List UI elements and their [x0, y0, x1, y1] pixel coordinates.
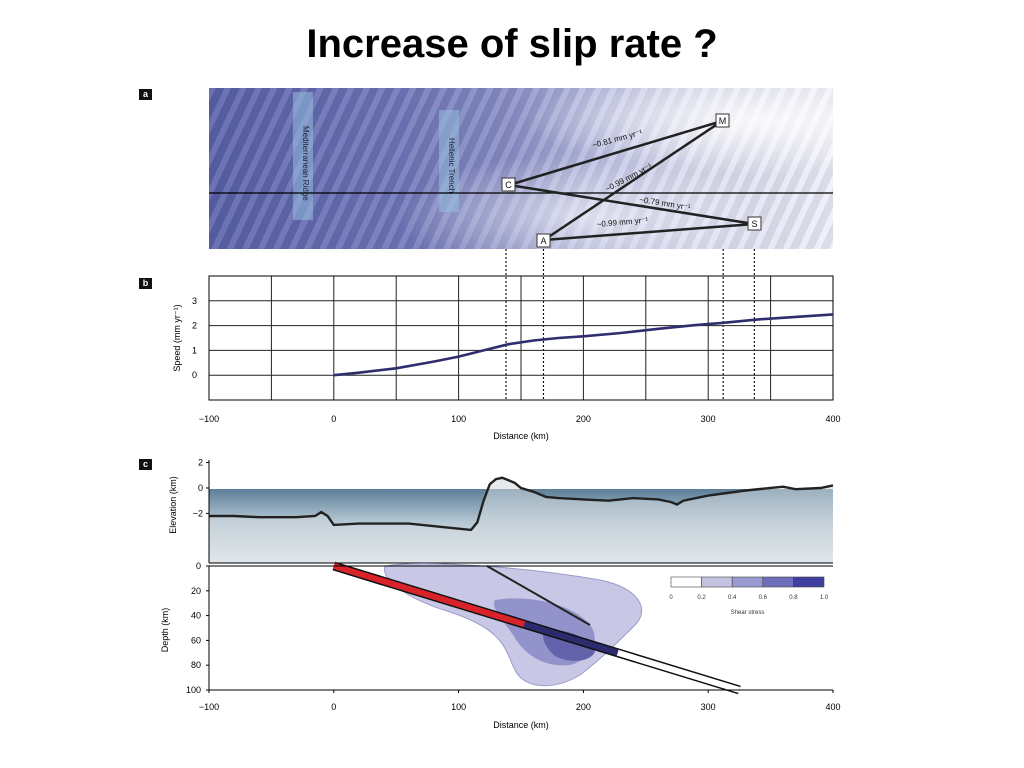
fault-segment-creeping	[616, 649, 741, 693]
legend-swatch	[762, 576, 794, 588]
map-panel: Mediterranean Ridge Hellenic Trench ~0.8…	[209, 88, 833, 249]
legend-tick-label: 0.4	[728, 595, 737, 601]
legend-tick-label: 1.0	[820, 595, 829, 601]
baseline-a-s	[543, 222, 755, 242]
panel-b-tag: b	[139, 278, 152, 289]
speed-grid	[208, 275, 834, 401]
speed-y-tick-label: 3	[192, 296, 197, 306]
sea-fill	[209, 489, 833, 563]
fault-segment-locked-outline	[332, 561, 526, 629]
station-c-label: C	[505, 180, 512, 190]
slide-title: Increase of slip rate ?	[306, 22, 718, 66]
elevation-chart: 2 0 −2 Elevation (km)	[168, 458, 834, 564]
elevation-y-tick-label: 2	[198, 458, 203, 468]
speed-x-ticks: −100 0 100 200 300 400	[199, 414, 841, 424]
depth-x-label: Distance (km)	[493, 720, 549, 730]
speed-x-tick-label: 100	[451, 414, 466, 424]
depth-x-tick-label: −100	[199, 702, 219, 712]
depth-x-tick-label: 400	[825, 702, 840, 712]
baseline-c-s	[508, 183, 755, 226]
speed-x-tick-label: 400	[825, 414, 840, 424]
depth-y-label: Depth (km)	[160, 608, 170, 653]
speed-x-label: Distance (km)	[493, 431, 549, 441]
elevation-y-label: Elevation (km)	[168, 476, 178, 534]
depth-y-ticks: 0 20 40 60 80 100	[186, 561, 209, 695]
stress-zone-mid	[494, 598, 595, 666]
depth-y-tick-label: 80	[191, 660, 201, 670]
legend-tick-label: 0.2	[697, 595, 706, 601]
speed-x-tick-label: 0	[331, 414, 336, 424]
legend-title: Shear stress	[731, 610, 765, 616]
depth-x-ticks: −100 0 100 200 300 400	[199, 690, 841, 712]
depth-y-tick-label: 40	[191, 611, 201, 621]
secondary-fault	[486, 565, 591, 626]
panel-a-tag: a	[139, 89, 152, 100]
speed-y-tick-label: 0	[192, 370, 197, 380]
baseline-c-m	[508, 119, 723, 187]
speed-y-ticks: 0 1 2 3	[192, 296, 197, 380]
depth-y-tick-label: 100	[186, 685, 201, 695]
mediterranean-ridge-band	[293, 92, 313, 220]
depth-x-tick-label: 100	[451, 702, 466, 712]
fault-segment-transition	[523, 621, 619, 656]
station-a-label: A	[540, 236, 546, 246]
depth-x-tick-label: 200	[576, 702, 591, 712]
speed-y-tick-label: 2	[192, 321, 197, 331]
elevation-fill	[209, 477, 833, 563]
stress-zone-low	[384, 563, 643, 687]
elevation-y-tick-label: −2	[193, 508, 203, 518]
baseline-a-m	[543, 119, 723, 242]
speed-x-tick-label: 300	[701, 414, 716, 424]
depth-y-tick-label: 20	[191, 586, 201, 596]
fault-segment-locked	[332, 563, 526, 628]
station-m-label: M	[719, 116, 727, 126]
depth-y-tick-label: 60	[191, 635, 201, 645]
legend-tick-label: 0.6	[759, 595, 768, 601]
elevation-profile	[209, 476, 834, 532]
legend-tick-label: 0	[669, 595, 673, 601]
depth-chart: −100 0 100 200 300 400 0 20 40 60 80 100 Distance …	[160, 561, 841, 730]
shear-stress-legend: 0 0.2 0.4 0.6 0.8 1.0 Shear stress	[669, 576, 829, 616]
rate-label-a-m: ~0.99 mm yr⁻¹	[604, 161, 654, 193]
legend-swatch	[701, 576, 733, 588]
depth-y-tick-label: 0	[196, 561, 201, 571]
elevation-y-tick-label: 0	[198, 483, 203, 493]
panel-c-tag: c	[139, 459, 152, 470]
subducting-fault	[332, 561, 741, 695]
fault-segment-transition-outline	[523, 619, 620, 658]
speed-y-label: Speed (mm yr⁻¹)	[172, 304, 182, 371]
speed-y-tick-label: 1	[192, 345, 197, 355]
map-overlay: ~0.81 mm yr⁻¹ ~0.99 mm yr⁻¹ ~0.79 mm yr⁻…	[209, 113, 833, 248]
legend-tick-label: 0.8	[789, 595, 798, 601]
speed-frame	[208, 275, 834, 401]
legend-swatch	[793, 576, 825, 588]
elevation-y-ticks: 2 0 −2	[193, 458, 209, 518]
speed-series	[333, 313, 834, 377]
station-s-label: S	[751, 219, 757, 229]
speed-chart: −100 0 100 200 300 400 0 1 2 3 Distance (km) Spe…	[172, 275, 841, 441]
depth-x-tick-label: 300	[701, 702, 716, 712]
legend-swatch	[731, 576, 764, 588]
depth-x-tick-label: 0	[331, 702, 336, 712]
rate-label-a-s: ~0.99 mm yr⁻¹	[596, 216, 648, 229]
fault-segment-creeping-outline	[616, 648, 741, 695]
speed-x-tick-label: −100	[199, 414, 219, 424]
hellenic-trench-band	[439, 110, 459, 212]
stress-zone-high	[543, 629, 595, 661]
legend-swatch	[670, 576, 702, 588]
speed-x-tick-label: 200	[576, 414, 591, 424]
station-connectors	[505, 249, 755, 400]
